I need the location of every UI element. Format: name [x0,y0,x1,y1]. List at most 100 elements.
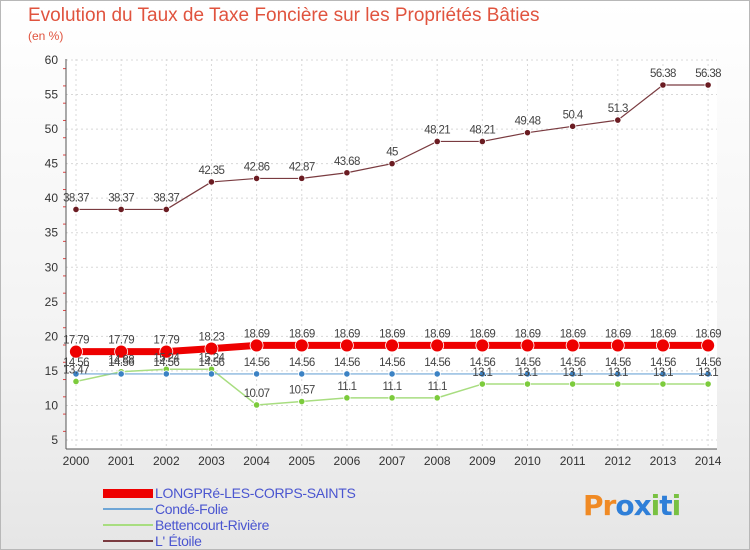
data-point [520,338,535,353]
data-point [701,338,715,353]
data-label: 14.56 [695,357,721,369]
data-label: 43.68 [334,156,360,168]
data-point [298,397,306,406]
data-label: 38.37 [108,192,134,204]
data-label: 17.79 [108,335,134,347]
chart-title: Evolution du Taux de Taxe Foncière sur l… [28,5,540,26]
x-tick-label: 2011 [560,454,586,468]
logo-letter: P [583,489,604,522]
logo-letter: o [615,489,634,522]
y-tick-label: 55 [45,88,59,102]
data-point [523,380,532,388]
logo-letter: x [633,489,652,522]
legend-label: Bettencourt-Rivière [155,517,270,533]
data-point [569,370,577,378]
data-point [704,81,712,89]
data-label: 14.56 [153,357,179,369]
data-point [388,160,396,168]
x-tick-label: 2000 [63,454,90,468]
data-label: 17.79 [153,335,179,347]
data-label: 14.56 [650,357,676,369]
data-label: 14.56 [605,357,631,369]
legend-label: L' Étoile [155,533,202,549]
x-tick-label: 2002 [153,454,180,468]
data-label: 18.69 [650,328,676,340]
data-point [569,122,577,130]
data-label: 51.3 [608,103,628,115]
data-label: 14.56 [289,357,315,369]
data-point [659,81,667,89]
y-tick-label: 25 [45,295,59,309]
data-point [343,169,351,177]
data-label: 14.56 [63,357,89,369]
data-label: 10.57 [289,385,315,397]
data-label: 56.38 [650,68,676,80]
x-tick-label: 2007 [379,454,406,468]
data-label: 45 [386,147,398,159]
data-label: 50.4 [563,109,584,121]
data-label: 18.69 [605,328,631,340]
data-point [430,338,445,353]
data-point [117,370,125,378]
data-point [162,205,170,214]
legend-swatch [103,488,153,498]
data-point [388,370,396,378]
data-label: 18.69 [334,328,360,340]
x-tick-label: 2012 [604,454,631,468]
data-point [656,338,670,353]
data-point [298,370,306,378]
legend-swatch [103,524,153,526]
data-point [614,370,622,378]
data-point [204,341,219,356]
y-tick-label: 10 [45,398,59,412]
data-point [433,370,441,378]
data-label: 18.69 [515,328,541,340]
data-point [114,344,129,359]
logo-letter: i [650,489,661,522]
x-tick-label: 2013 [650,454,677,468]
data-label: 42.35 [199,165,225,177]
data-label: 14.56 [469,357,495,369]
data-label: 13.47 [63,364,89,376]
x-tick-label: 2010 [514,454,541,468]
data-point [704,380,712,388]
data-point [614,380,622,388]
y-tick-label: 40 [45,191,59,205]
y-tick-label: 30 [45,260,59,274]
data-label: 14.56 [199,357,225,369]
data-label: 48.21 [424,124,450,136]
data-point [298,174,306,182]
data-point [478,137,486,146]
data-label: 13.1 [518,367,538,379]
x-tick-label: 2005 [288,454,315,468]
data-point [72,377,80,386]
data-point [294,338,309,353]
data-point [207,178,216,186]
data-label: 42.87 [289,161,315,173]
data-point [343,394,351,402]
data-point [253,401,261,409]
data-point [72,205,80,214]
data-label: 14.56 [334,357,360,369]
data-point [69,344,83,359]
legend-label: LONGPRé-LES-CORPS-SAINTS [155,485,356,501]
data-point [253,174,261,183]
data-label: 49.48 [515,116,541,128]
data-point [614,116,622,124]
data-label: 15.24 [153,352,180,364]
data-point [249,338,264,353]
data-label: 38.37 [63,192,89,204]
data-label: 48.21 [469,124,495,136]
y-tick-label: 50 [45,122,59,136]
data-point [523,370,532,378]
legend-label: Condé-Folie [155,501,228,517]
data-point [72,370,80,378]
data-point [253,370,261,378]
data-label: 14.56 [515,357,541,369]
data-label: 14.56 [560,357,586,369]
data-label: 14.56 [108,357,134,369]
data-point [659,370,667,378]
data-label: 18.69 [379,328,405,340]
data-label: 13.1 [698,367,718,379]
y-tick-label: 60 [45,53,59,67]
